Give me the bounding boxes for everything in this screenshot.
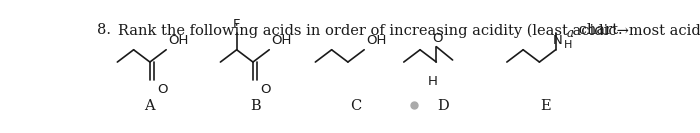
Text: H: H	[564, 40, 572, 50]
Text: A: A	[145, 99, 155, 113]
Text: 8.: 8.	[97, 23, 111, 37]
Text: F: F	[233, 18, 240, 31]
Text: N: N	[552, 34, 562, 47]
Text: chart.: chart.	[573, 23, 622, 37]
Text: OH: OH	[366, 34, 386, 47]
Text: B: B	[251, 99, 261, 113]
Text: OH: OH	[271, 34, 291, 47]
Text: O: O	[157, 83, 167, 96]
Text: O: O	[260, 83, 270, 96]
Text: C: C	[351, 99, 362, 113]
Text: H: H	[428, 75, 438, 88]
Text: E: E	[540, 99, 551, 113]
Text: D: D	[437, 99, 449, 113]
Text: O: O	[433, 32, 443, 45]
Text: OH: OH	[168, 34, 188, 47]
Text: Rank the following acids in order of increasing acidity (least acidic→most acidi: Rank the following acids in order of inc…	[118, 23, 700, 38]
Text: a: a	[566, 27, 573, 40]
